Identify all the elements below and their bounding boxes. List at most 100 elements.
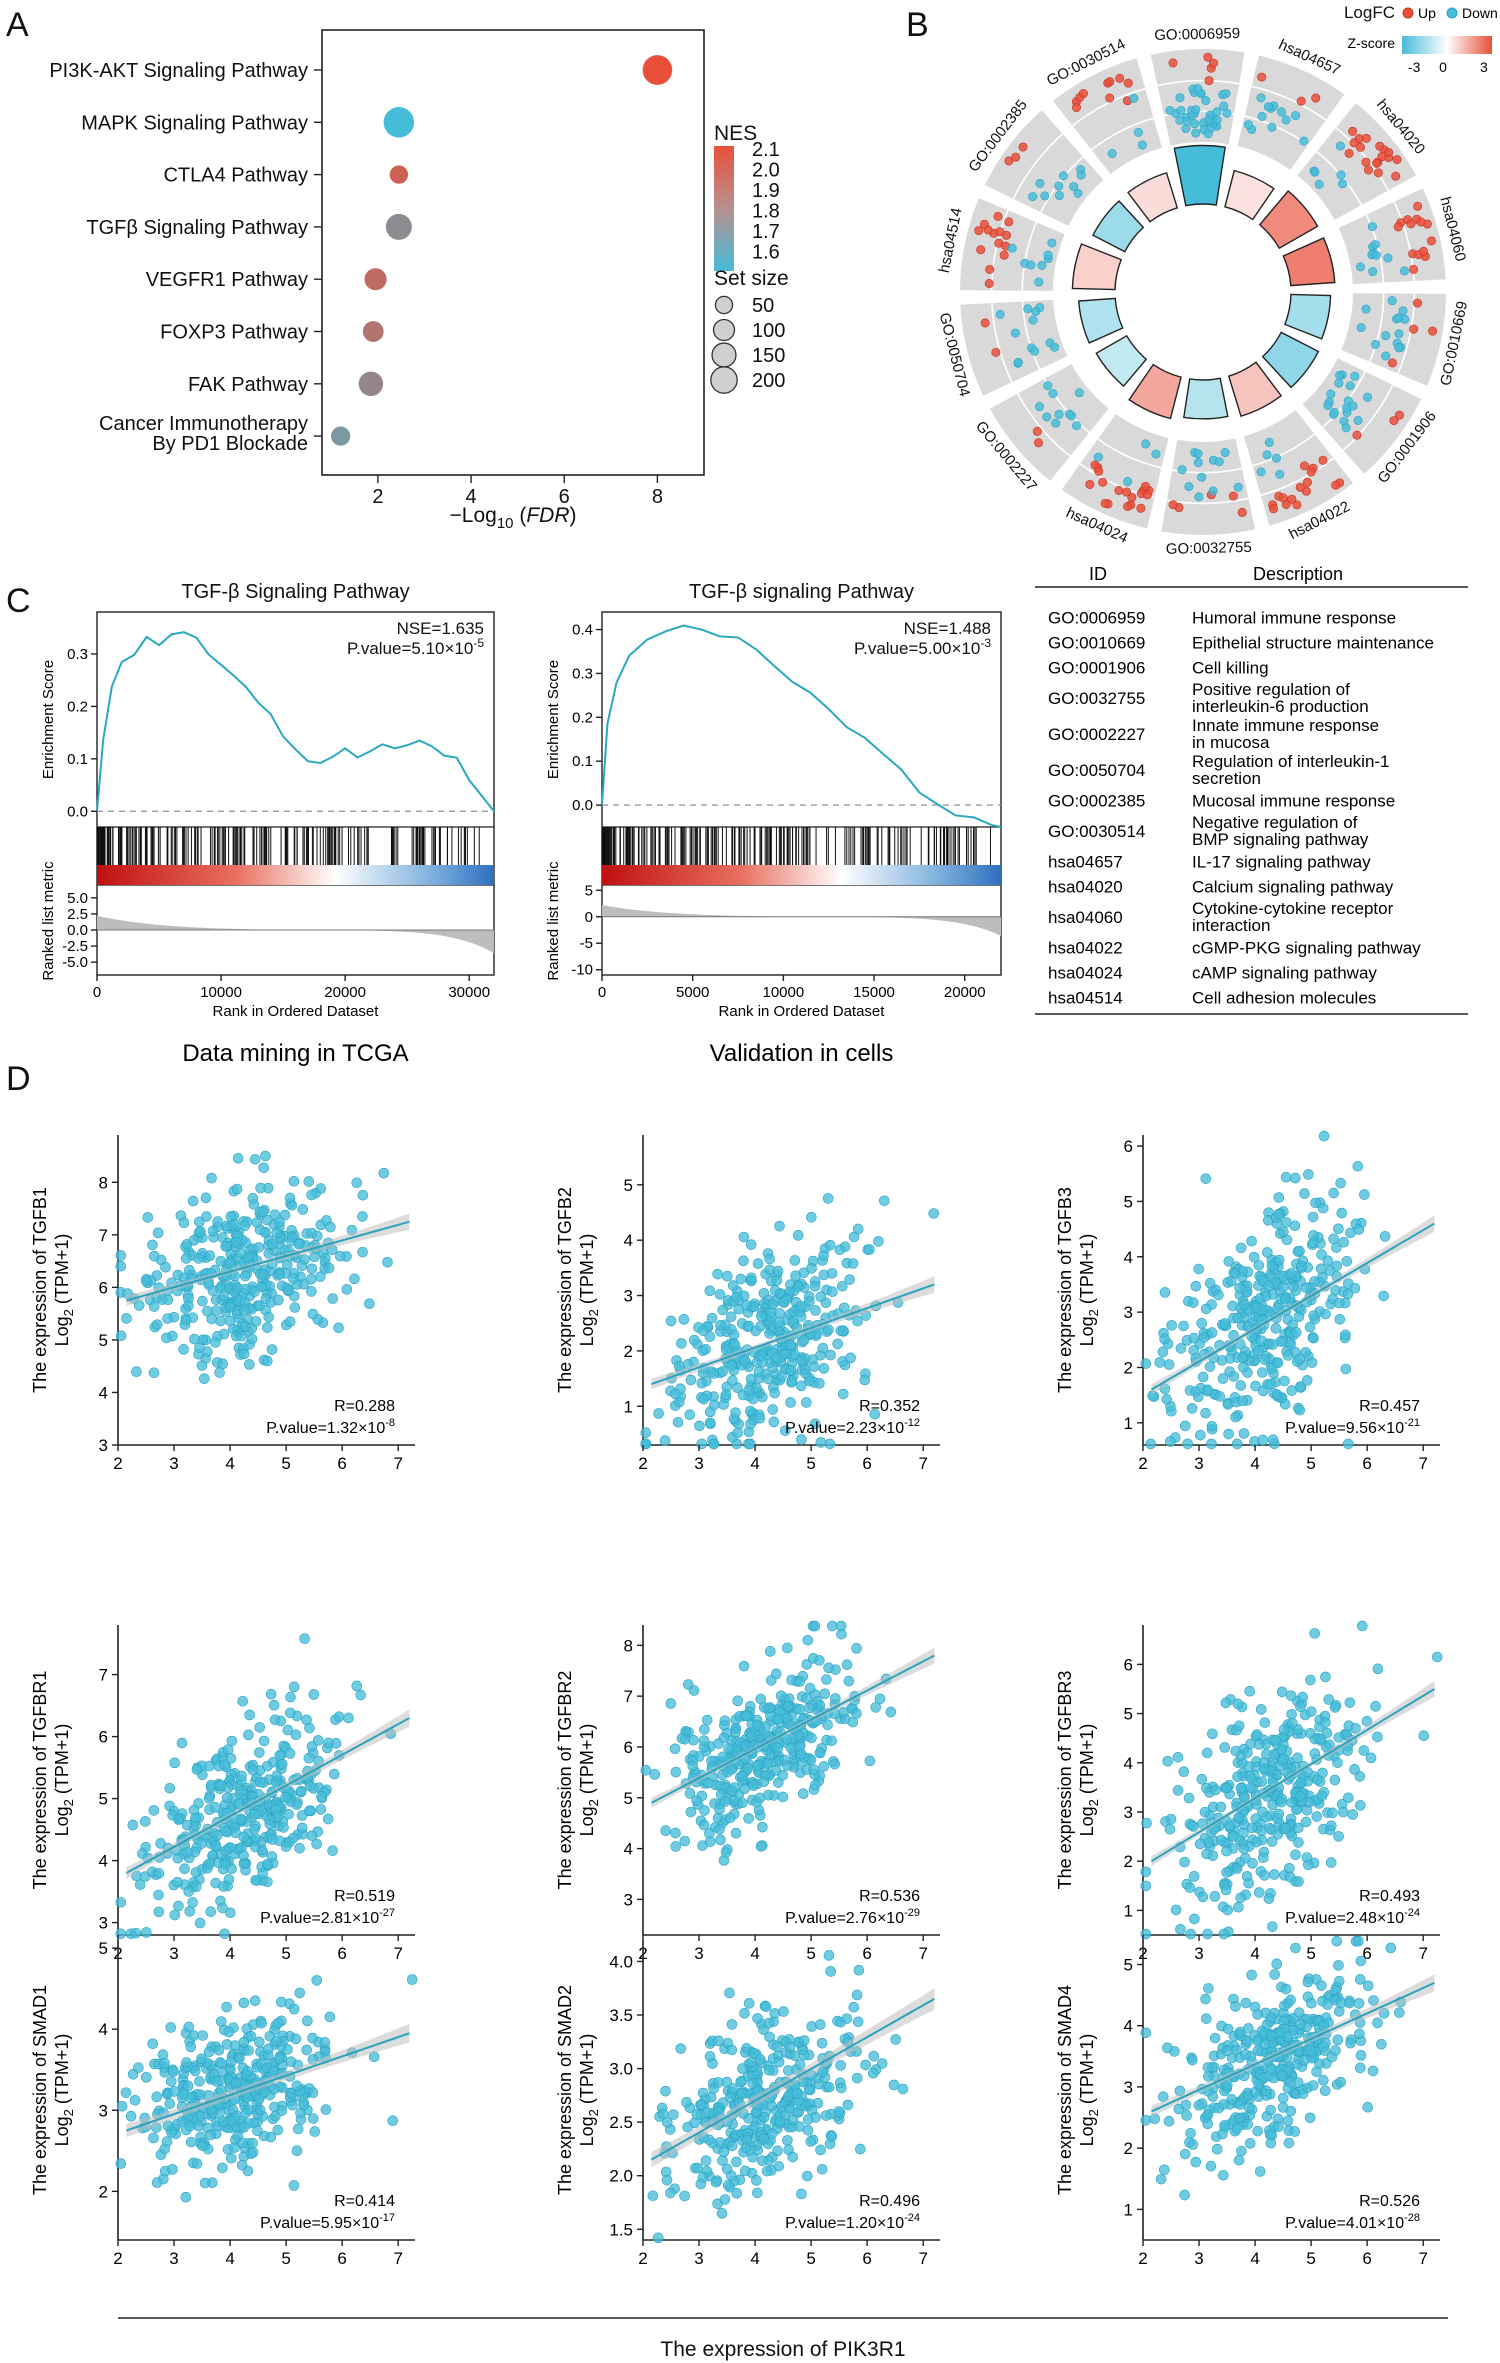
nes-tick-label: 2.0 <box>752 160 780 182</box>
panel-c-gsea: TGF-β Signaling PathwayNSE=1.635P.value=… <box>40 564 1468 1067</box>
d-sample-point <box>1273 1209 1284 1220</box>
d-sample-point <box>274 2053 285 2064</box>
d-sample-point <box>1235 1380 1247 1391</box>
d-sample-point <box>1292 1752 1303 1764</box>
d-sample-point <box>262 1322 273 1333</box>
d-sample-point <box>165 2022 177 2033</box>
d-sample-point <box>232 2130 243 2142</box>
go-gene-up-point <box>1419 246 1429 256</box>
d-sample-point <box>801 2170 813 2182</box>
d-sample-point <box>742 1763 754 1774</box>
go-gene-up-point <box>1295 482 1305 492</box>
d-sample-point <box>745 1730 757 1742</box>
d-sample-point <box>851 1708 862 1719</box>
d-sample-point <box>1322 1999 1333 2010</box>
d-sample-point <box>164 2098 176 2109</box>
d-xtick-label: 3 <box>1194 1454 1203 1473</box>
d-sample-point <box>255 1182 266 1194</box>
go-gene-up-point <box>1299 461 1309 471</box>
table-cell-id: hsa04060 <box>1048 908 1123 927</box>
d-sample-point <box>151 2091 163 2103</box>
d-sample-point <box>1306 1997 1317 2009</box>
d-sample-point <box>1181 2110 1192 2121</box>
d-sample-point <box>740 2142 752 2153</box>
panel-b-gocircle: LogFC Up Down Z-score -3 0 3 GO:0006959h… <box>936 3 1498 558</box>
d-sample-point <box>263 1311 275 1323</box>
go-gene-up-point <box>1409 264 1419 274</box>
d-points <box>647 1950 909 2244</box>
go-gene-up-point <box>1278 493 1288 503</box>
d-sample-point <box>1253 1739 1265 1750</box>
d-sample-point <box>1319 2085 1331 2097</box>
d-sample-point <box>288 1175 300 1187</box>
d-ytick-label: 6 <box>99 1728 108 1747</box>
d-sample-point <box>676 1733 688 1744</box>
gsea-ytick-label: 0.1 <box>67 751 88 768</box>
go-grid-arc <box>1021 221 1038 291</box>
d-sample-point <box>1204 1277 1216 1289</box>
d-ytick-label: 1 <box>1124 1414 1133 1433</box>
nes-legend-ticks: 2.12.01.91.81.71.6 <box>734 139 780 264</box>
d-sample-point <box>640 1427 652 1438</box>
panel-d-x-axis-label: The expression of PIK3R1 <box>660 2338 905 2361</box>
d-sample-point <box>1376 2039 1387 2050</box>
correlation-plot-tgfbr3: 2 3 4 5 6 7123456R=0.493P.value=2.48×10-24The… <box>1055 1620 1443 1963</box>
d-sample-point <box>190 1812 201 1824</box>
d-sample-point <box>1204 1361 1216 1372</box>
d-sample-point <box>798 2035 810 2046</box>
d-sample-point <box>767 1404 779 1415</box>
d-sample-point <box>182 2080 194 2092</box>
go-gene-up-point <box>1296 96 1306 106</box>
d-sample-point <box>357 1211 368 1222</box>
d-sample-point <box>817 1342 829 1354</box>
go-gene-up-point <box>1237 507 1247 517</box>
gsea-xtick-label: 15000 <box>853 984 895 1001</box>
d-sample-point <box>1307 1237 1319 1248</box>
d-sample-point <box>220 1240 231 1252</box>
d-sample-point <box>1283 2137 1295 2149</box>
d-sample-point <box>246 1333 258 1345</box>
d-sample-point <box>1299 1188 1310 1199</box>
d-sample-point <box>647 2190 659 2202</box>
d-sample-point <box>1293 2007 1305 2018</box>
d-sample-point <box>1237 1395 1249 1407</box>
go-gene-down-point <box>1363 392 1373 402</box>
d-sample-point <box>1295 1777 1306 1789</box>
d-sample-point <box>1183 1792 1195 1804</box>
d-y-axis-label-unit: Log2 (TPM+1) <box>1077 2034 1101 2147</box>
d-sample-point <box>160 1261 171 1273</box>
go-gene-up-point <box>1413 298 1423 308</box>
d-sample-point <box>820 2110 832 2121</box>
d-sample-point <box>1221 1845 1232 1857</box>
d-sample-point <box>1242 1747 1253 1759</box>
d-fit-line <box>1150 1222 1435 1391</box>
d-sample-point <box>747 1393 759 1405</box>
d-sample-point <box>180 1314 192 1326</box>
d-sample-point <box>1293 1837 1304 1848</box>
d-sample-point <box>1164 1436 1176 1447</box>
d-sample-point <box>167 2164 178 2175</box>
d-sample-point <box>1385 1942 1397 1954</box>
d-sample-point <box>836 1280 848 1292</box>
go-gene-down-point <box>1191 128 1201 138</box>
d-sample-point <box>1242 2036 1253 2048</box>
d-sample-point <box>1221 1867 1232 1878</box>
d-sample-point <box>1259 1763 1270 1775</box>
d-xtick-label: 2 <box>113 1454 122 1473</box>
d-sample-point <box>748 1780 759 1791</box>
go-gene-up-point <box>1344 148 1354 158</box>
d-sample-point <box>159 2143 171 2155</box>
d-sample-point <box>235 1813 247 1825</box>
d-sample-point <box>282 1724 294 1736</box>
d-sample-point <box>211 1305 222 1316</box>
go-term-label: hsa04514 <box>936 206 966 274</box>
d-r-value: R=0.519 <box>334 1888 395 1905</box>
d-sample-point <box>845 1352 856 1364</box>
go-term-sector <box>1338 188 1446 285</box>
go-zscore-bar <box>1173 144 1226 207</box>
gsea-x-axis-label: Rank in Ordered Dataset <box>719 1003 886 1020</box>
d-sample-point <box>786 1375 798 1387</box>
d-sample-point <box>1272 1357 1284 1369</box>
